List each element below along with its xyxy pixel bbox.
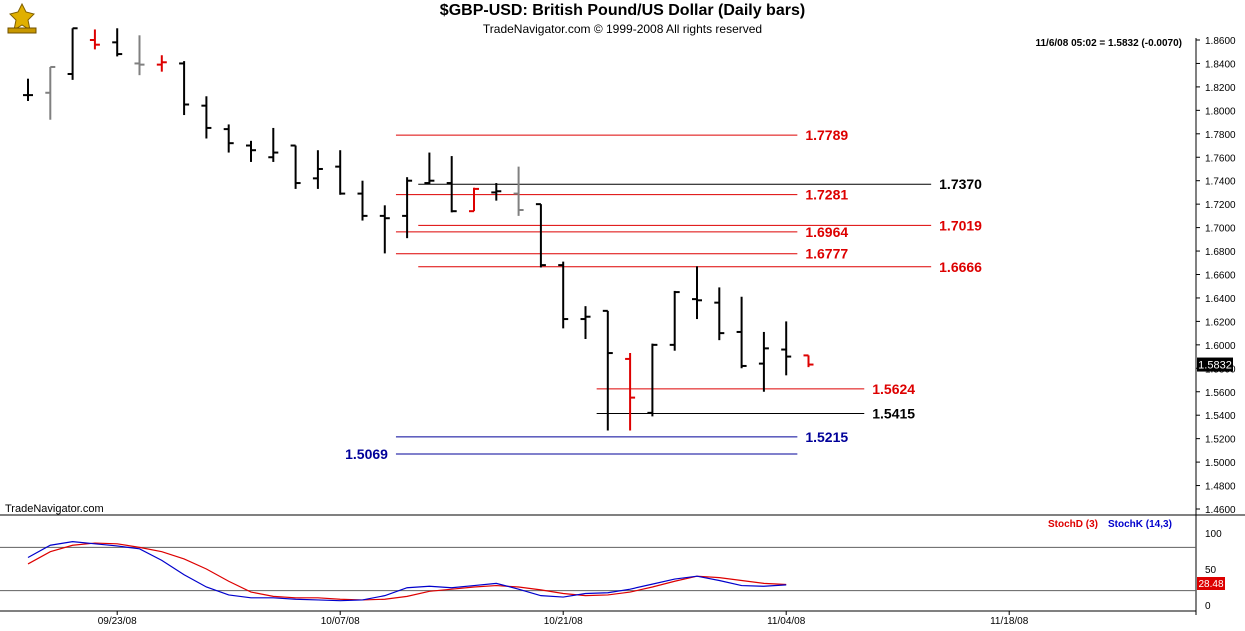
level-label: 1.7789: [805, 127, 848, 143]
date-tick-label: 11/04/08: [767, 616, 806, 627]
ohlc-bar: [335, 150, 346, 195]
chart-subtitle: TradeNavigator.com © 1999-2008 All right…: [482, 22, 763, 36]
ohlc-bar: [223, 124, 234, 153]
ohlc-bar: [402, 177, 413, 239]
stoch-y-axis: 100 50 0: [1205, 529, 1222, 612]
price-plot-area: [0, 38, 1196, 515]
level-label: 1.5215: [805, 429, 848, 445]
ohlc-bar: [268, 127, 279, 162]
level-label: 1.7370: [939, 176, 982, 192]
ohlc-bar: [379, 205, 390, 254]
price-tick-label: 1.4800: [1205, 482, 1236, 493]
price-tick-label: 1.5200: [1205, 435, 1236, 446]
level-label: 1.7019: [939, 217, 982, 233]
price-tick-label: 1.7000: [1205, 224, 1236, 235]
level-label: 1.6666: [939, 259, 982, 275]
price-tick-label: 1.6600: [1205, 271, 1236, 282]
ohlc-bar: [602, 309, 613, 431]
ohlc-bar: [67, 27, 78, 80]
ohlc-bar: [558, 261, 569, 329]
price-tick-label: 1.6400: [1205, 294, 1236, 305]
price-tick-label: 1.5600: [1205, 388, 1236, 399]
price-tick-label: 1.7800: [1205, 130, 1236, 141]
price-tick-label: 1.7400: [1205, 177, 1236, 188]
price-tick-label: 1.8600: [1205, 36, 1236, 47]
ohlc-bar: [469, 187, 479, 213]
ohlc-bar: [692, 266, 702, 320]
chart-title: $GBP-USD: British Pound/US Dollar (Daily…: [439, 2, 806, 19]
price-tick-label: 1.7200: [1205, 200, 1236, 211]
stoch-current-box: [1197, 577, 1225, 590]
stoch-d-legend: StochD (3): [1048, 519, 1098, 530]
ohlc-bar: [714, 287, 725, 341]
level-label: 1.7281: [805, 187, 848, 203]
date-tick-label: 10/07/08: [321, 616, 360, 627]
stoch-current-label: 28.48: [1198, 579, 1223, 590]
last-price-label: 1.5832: [1198, 360, 1232, 372]
ohlc-bar: [201, 96, 212, 139]
level-label: 1.6777: [805, 246, 848, 262]
price-tick-label: 1.8400: [1205, 59, 1236, 70]
ohlc-bar: [357, 180, 368, 221]
ohlc-bar: [179, 61, 190, 116]
stoch-reference-lines: [0, 546, 1196, 592]
trade-navigator-logo: [4, 2, 40, 36]
ohlc-bar: [112, 28, 123, 57]
watermark-text: TradeNavigator.com: [5, 503, 104, 515]
ohlc-bar: [290, 144, 301, 189]
price-tick-label: 1.7600: [1205, 153, 1236, 164]
stoch-k-line: [27, 541, 787, 602]
date-tick-label: 11/18/08: [990, 616, 1029, 627]
ohlc-bar: [491, 183, 502, 201]
ohlc-bar: [446, 156, 457, 213]
level-label: 1.5624: [872, 381, 915, 397]
ohlc-bar: [625, 353, 636, 431]
stoch-d-line: [27, 542, 787, 601]
stoch-tick-label: 50: [1205, 565, 1217, 576]
ohlc-bar: [736, 296, 747, 369]
price-bars: [23, 27, 814, 431]
last-price-marker: 1.5832: [1197, 357, 1233, 372]
last-quote-readout: 11/6/08 05:02 = 1.5832 (-0.0070): [1035, 38, 1182, 49]
stoch-tick-label: 0: [1205, 601, 1211, 612]
stoch-series: [27, 541, 787, 602]
date-tick-label: 10/21/08: [544, 616, 583, 627]
ohlc-bar: [312, 150, 323, 189]
stoch-k-legend: StochK (14,3): [1108, 519, 1172, 530]
ohlc-bar: [803, 354, 814, 368]
price-tick-label: 1.6800: [1205, 247, 1236, 258]
price-tick-label: 1.6000: [1205, 341, 1236, 352]
ohlc-bar: [535, 203, 546, 268]
level-label: 1.5069: [345, 446, 388, 462]
ohlc-bar: [669, 290, 680, 351]
chart-header: $GBP-USD: British Pound/US Dollar (Daily…: [0, 0, 1245, 38]
price-y-axis: 1.8600 1.8400 1.8200 1.8000 1.7800 1.7600 1.74…: [1196, 36, 1236, 516]
price-tick-label: 1.6200: [1205, 317, 1236, 328]
ohlc-bar: [89, 29, 100, 50]
price-levels: 1.7789 1.7370 1.7281 1.7019 1.6964 1.6777 1.66…: [345, 127, 982, 462]
price-tick-label: 1.5400: [1205, 411, 1236, 422]
price-tick-label: 1.5000: [1205, 458, 1236, 469]
ohlc-bar: [424, 152, 435, 185]
ohlc-bar: [781, 321, 792, 376]
ohlc-bar: [156, 55, 167, 72]
ohlc-bar: [580, 306, 591, 339]
level-label: 1.6964: [805, 224, 848, 240]
ohlc-bar: [513, 166, 524, 216]
ohlc-bar: [134, 35, 145, 76]
price-tick-label: 1.8000: [1205, 106, 1236, 117]
price-tick-label: 1.4600: [1205, 505, 1236, 516]
date-tick-label: 09/23/08: [98, 616, 137, 627]
date-x-axis: 09/23/08 10/07/08 10/21/08 11/04/08 11/18/08: [98, 611, 1029, 627]
stoch-tick-label: 100: [1205, 529, 1222, 540]
ohlc-bar: [647, 343, 658, 417]
ohlc-bar: [45, 65, 56, 120]
level-label: 1.5415: [872, 405, 915, 421]
price-tick-label: 1.8200: [1205, 83, 1236, 94]
ohlc-bar: [758, 331, 769, 392]
ohlc-bar: [246, 140, 256, 162]
ohlc-bar: [23, 78, 33, 101]
